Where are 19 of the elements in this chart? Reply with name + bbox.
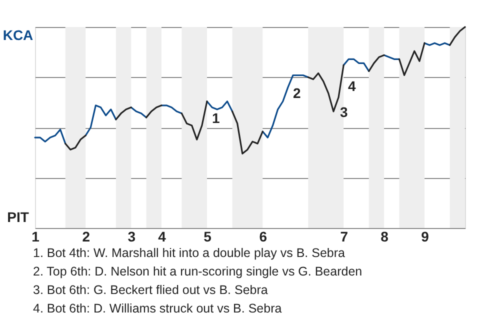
annotation: 2 <box>293 85 301 101</box>
text: 1. Bot 4th: W. Marshall hit into a double play vs B. Sebra <box>33 246 346 260</box>
x-tick-label: 3 <box>128 228 136 244</box>
x-tick-label: 6 <box>259 228 268 244</box>
text: 2. Top 6th: D. Nelson hit a run-scoring single vs G. Bearden <box>33 264 362 278</box>
x-tick-label: 5 <box>204 228 212 244</box>
x-tick-label: 1 <box>32 228 40 244</box>
text: 4. Bot 6th: D. Williams struck out vs B. Sebra <box>33 302 282 316</box>
text: PIT <box>7 209 30 225</box>
text: KCA <box>2 27 34 43</box>
annotation: 3 <box>340 104 348 120</box>
annotation: 4 <box>348 78 356 94</box>
x-tick-label: 4 <box>158 228 166 244</box>
x-tick-label: 7 <box>340 228 348 244</box>
text: 3. Bot 6th: G. Beckert flied out vs B. Sebra <box>33 283 268 297</box>
x-tick-label: 2 <box>82 228 90 244</box>
annotation: 1 <box>212 110 220 126</box>
x-tick-label: 8 <box>380 228 389 244</box>
x-tick-label: 9 <box>421 228 430 244</box>
